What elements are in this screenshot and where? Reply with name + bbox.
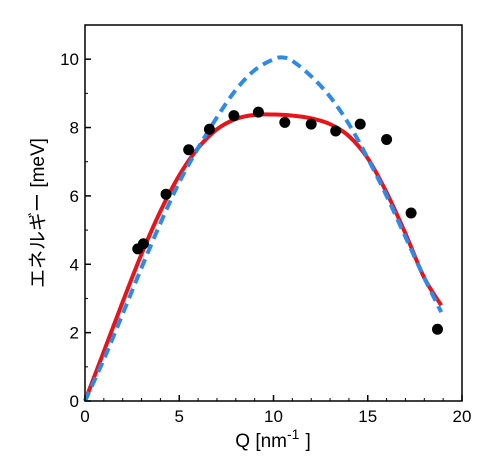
data-point — [330, 125, 342, 137]
data-point — [137, 238, 149, 250]
x-tick-label: 5 — [175, 407, 184, 426]
y-axis-title: エネルギー [meV] — [27, 138, 49, 288]
data-point — [431, 323, 443, 335]
data-point — [405, 207, 417, 219]
series-line-solid — [83, 112, 443, 402]
data-point — [305, 118, 317, 130]
x-axis-title-suffix: ] — [305, 431, 310, 452]
y-tick-label: 2 — [70, 324, 79, 343]
y-tick-label: 0 — [70, 392, 79, 411]
y-tick-label: 6 — [70, 187, 79, 206]
x-tick-label: 0 — [80, 407, 89, 426]
x-axis-title: Q [nm-1] — [235, 426, 310, 452]
data-point — [279, 116, 291, 128]
x-tick-label: 20 — [453, 407, 472, 426]
axis-ticks: 0 5 10 15 20 0 2 4 6 8 10 — [60, 24, 472, 426]
y-tick-label: 10 — [60, 50, 79, 69]
y-tick-label: 4 — [70, 255, 79, 274]
data-point — [203, 123, 215, 135]
series-lines — [83, 55, 444, 402]
data-point — [381, 134, 393, 146]
series-line-dashed — [83, 55, 444, 402]
plot-frame — [84, 24, 463, 402]
y-tick-label: 8 — [70, 119, 79, 138]
x-tick-label: 10 — [264, 407, 283, 426]
data-point — [183, 144, 195, 156]
x-axis-title-main: Q [nm — [235, 431, 287, 452]
x-axis-title-sup: -1 — [287, 426, 300, 442]
data-point — [228, 110, 240, 122]
x-tick-label: 15 — [358, 407, 377, 426]
data-point — [354, 118, 366, 130]
data-point — [160, 188, 172, 200]
data-point — [252, 106, 264, 118]
series-markers — [132, 106, 443, 335]
